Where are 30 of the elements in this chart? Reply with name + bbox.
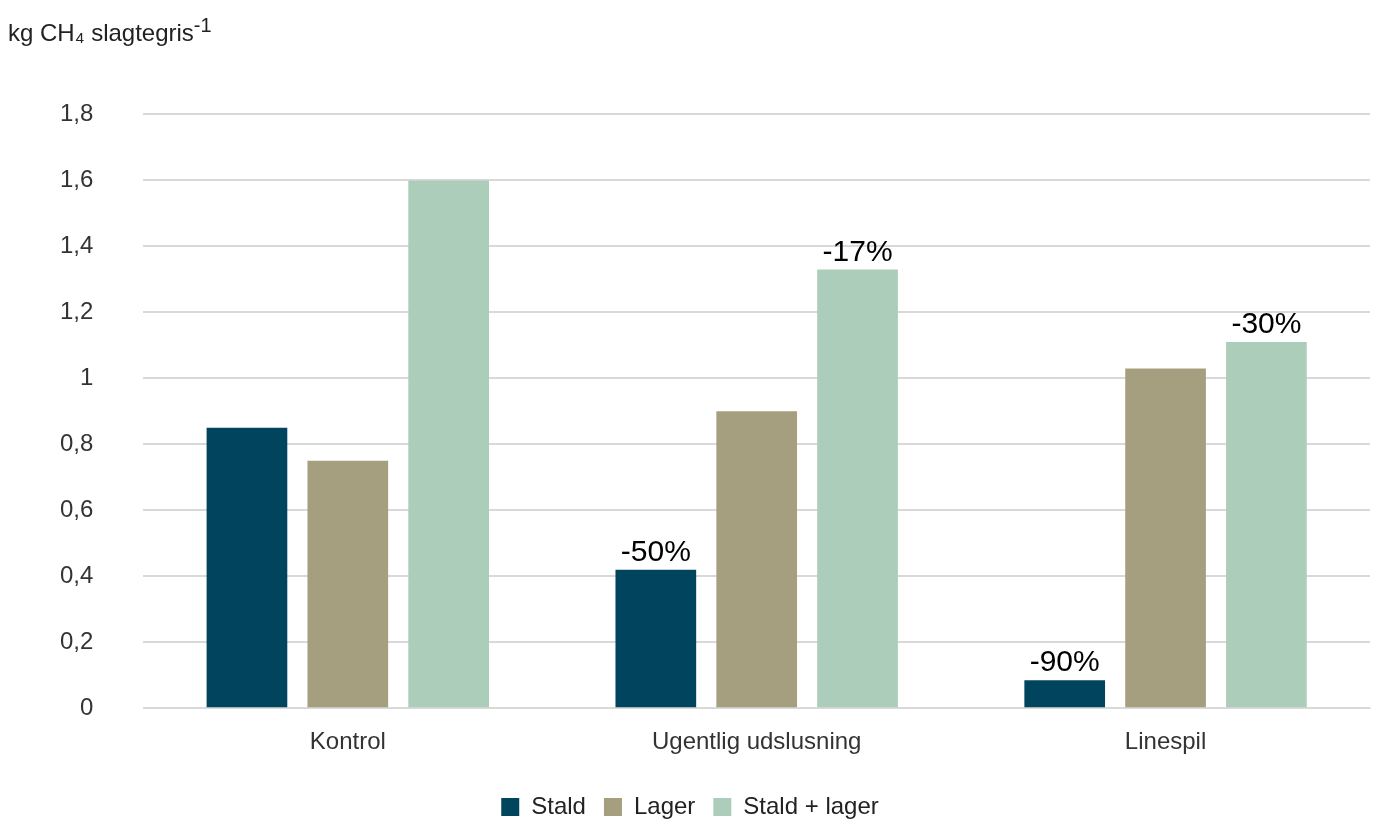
y-tick-label: 0,6 bbox=[59, 494, 94, 522]
bar bbox=[307, 460, 389, 708]
y-tick-label: 0,4 bbox=[59, 560, 94, 588]
bar bbox=[716, 411, 798, 708]
y-tick-label: 1,4 bbox=[59, 230, 94, 258]
y-axis-title: kg CH₄ slagtegris$^{-1}$ bbox=[8, 14, 212, 47]
annotation: -30% bbox=[1231, 306, 1302, 340]
bar bbox=[1125, 368, 1206, 708]
annotation: -50% bbox=[620, 533, 691, 567]
bar bbox=[817, 269, 898, 708]
bar bbox=[1024, 680, 1106, 708]
x-tick-label: Kontrol bbox=[309, 727, 386, 755]
y-tick-label: 0 bbox=[80, 692, 94, 720]
annotation: -17% bbox=[822, 233, 893, 267]
annotation: -90% bbox=[1029, 644, 1100, 678]
legend-label: Stald bbox=[531, 791, 586, 819]
x-tick-label: Ugentlig udslusning bbox=[651, 727, 862, 755]
y-tick-label: 1,8 bbox=[59, 99, 94, 127]
legend-label: Lager bbox=[633, 791, 696, 819]
y-tick-label: 1,2 bbox=[59, 296, 94, 324]
bar bbox=[615, 569, 697, 708]
bar bbox=[1226, 342, 1307, 708]
bar bbox=[408, 180, 489, 708]
y-tick-label: 0,2 bbox=[59, 626, 94, 654]
bar bbox=[206, 427, 288, 708]
y-tick-label: 0,8 bbox=[59, 428, 94, 456]
y-tick-label: 1,6 bbox=[59, 165, 94, 192]
x-tick-label: Linespil bbox=[1124, 727, 1207, 755]
legend-label: Stald + lager bbox=[743, 791, 879, 819]
y-tick-label: 1 bbox=[80, 362, 94, 390]
